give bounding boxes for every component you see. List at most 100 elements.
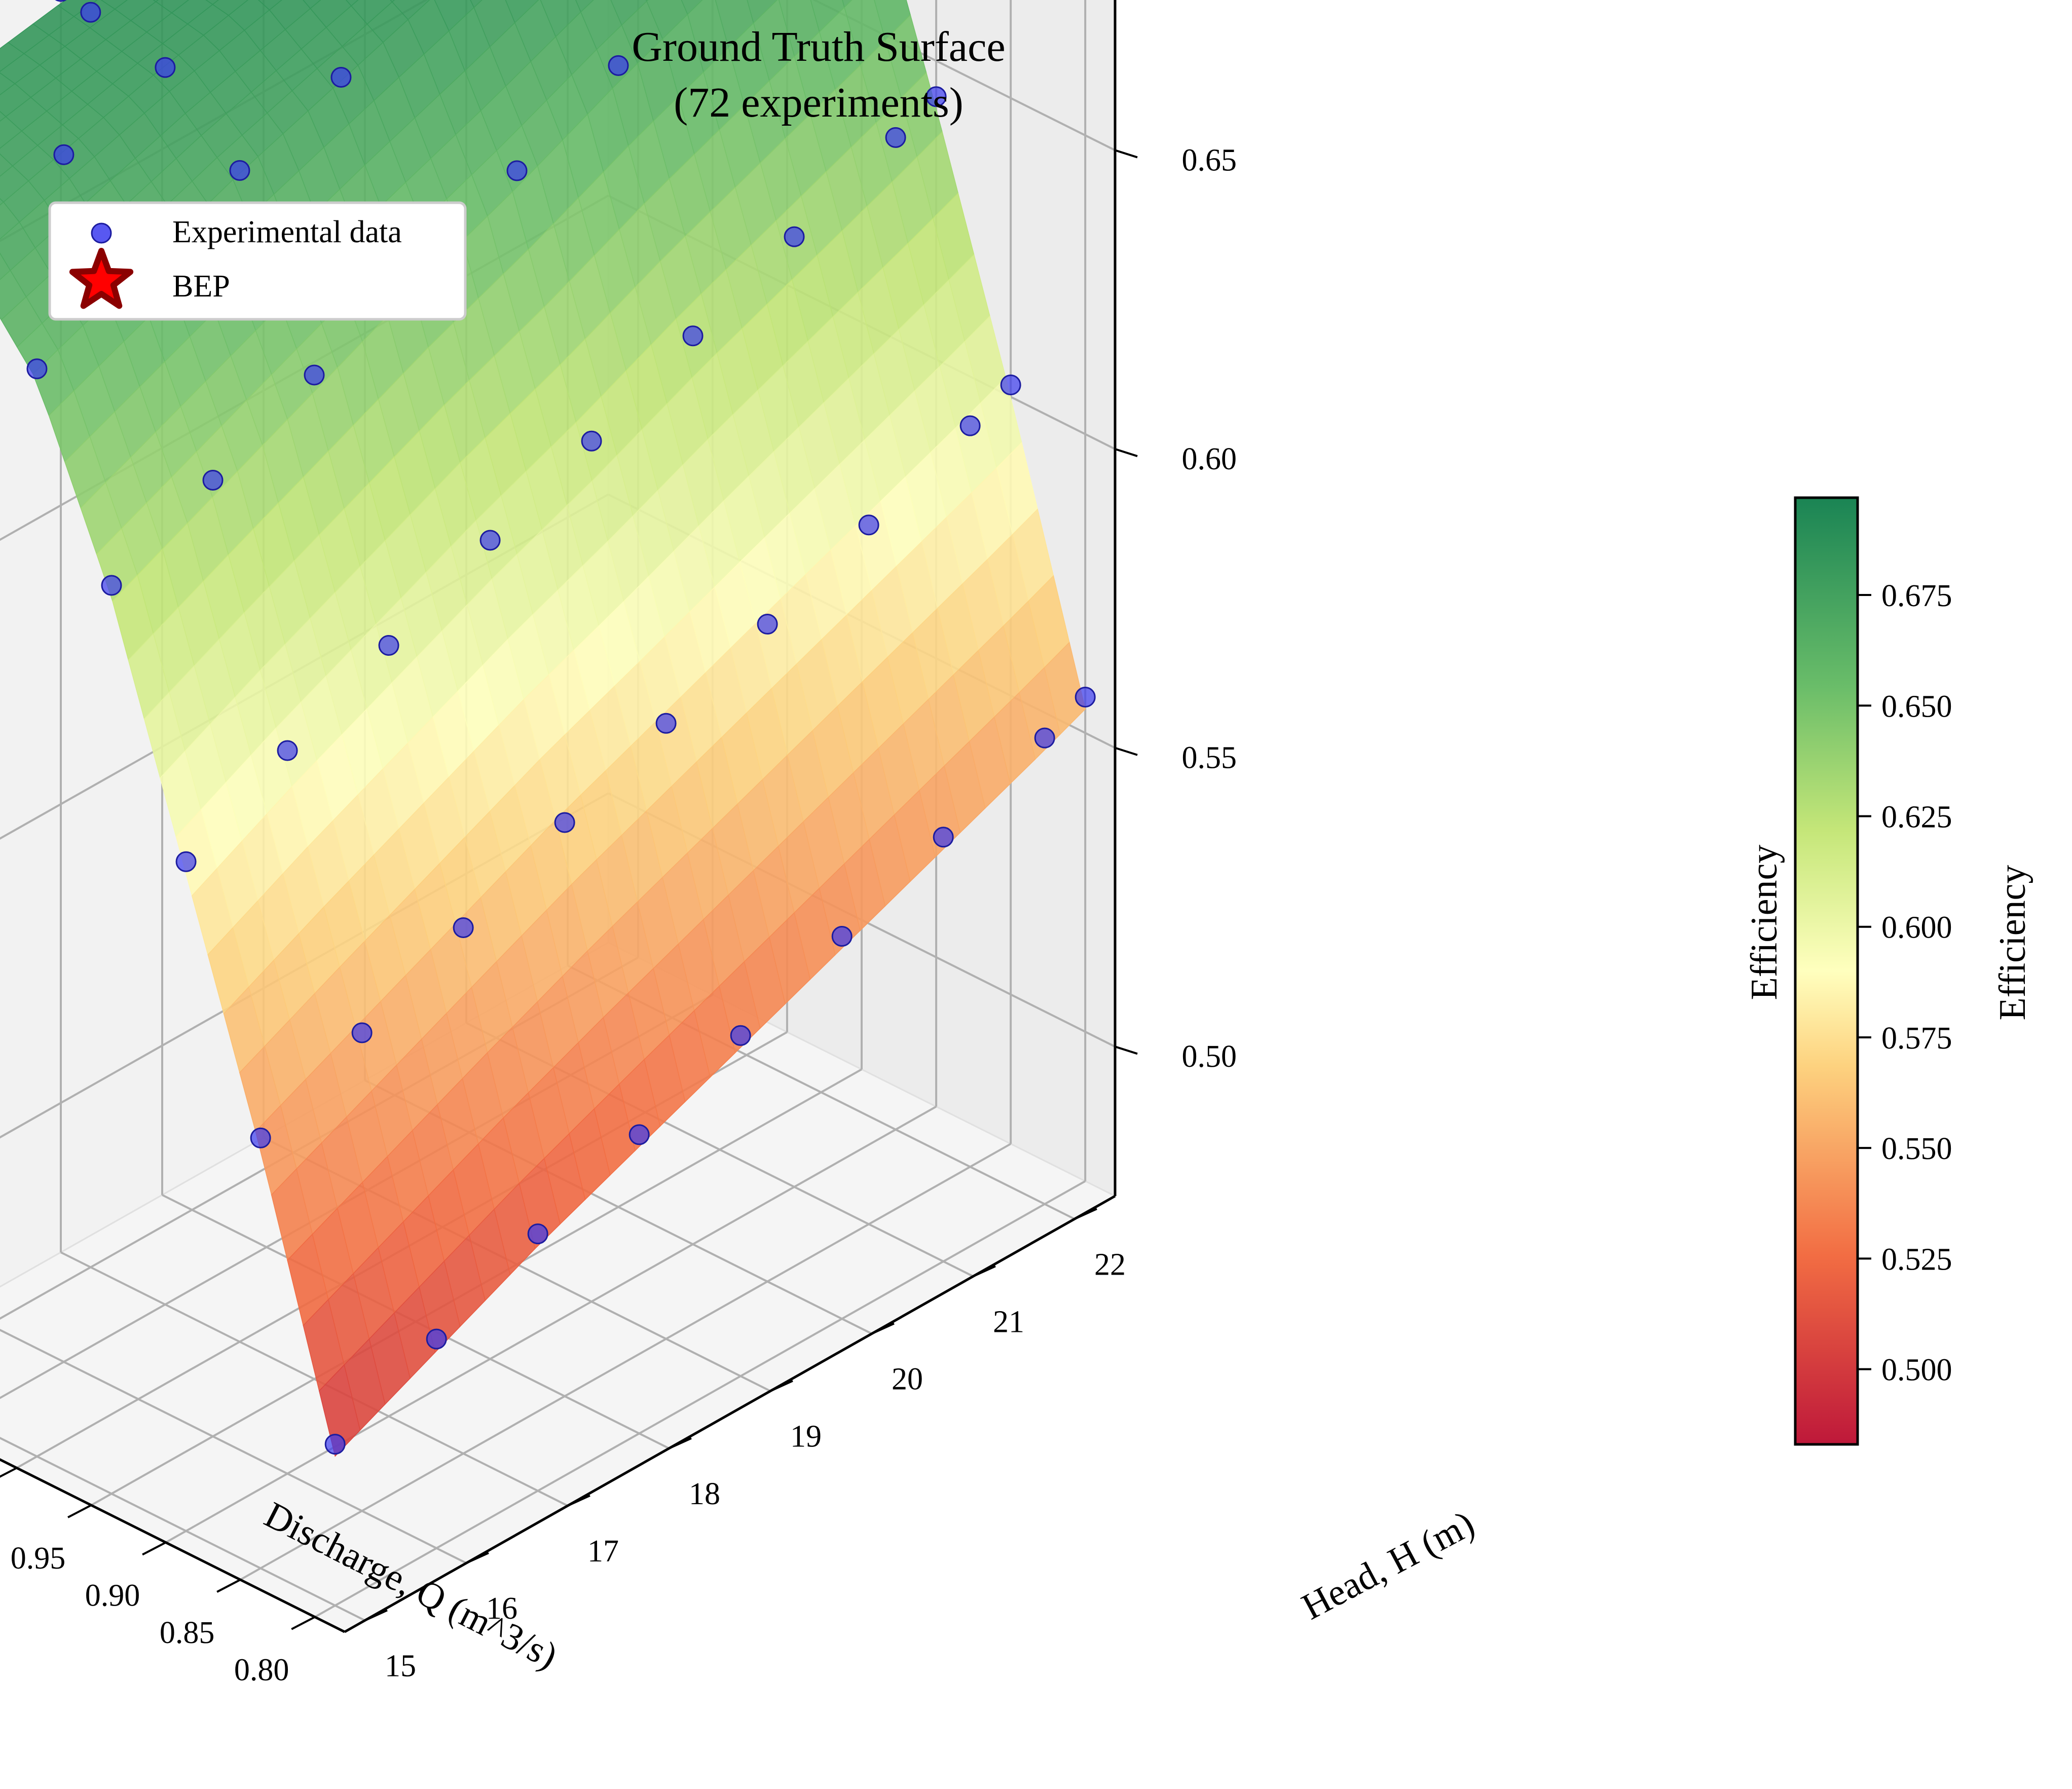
grid-line <box>60 1251 568 1507</box>
experimental-point <box>155 57 176 78</box>
axis-lines <box>0 0 1138 1633</box>
y-tick-mark <box>770 1380 793 1392</box>
experimental-point <box>757 614 778 635</box>
z-tick-mark <box>1115 747 1138 756</box>
z-tick-label: 0.50 <box>1182 1039 1237 1074</box>
legend-box <box>48 201 467 321</box>
colorbar-tick-label: 0.575 <box>1881 1021 1952 1056</box>
experimental-point <box>655 713 677 734</box>
experimental-point <box>858 514 879 536</box>
experimental-point <box>730 1025 751 1046</box>
surface-cell <box>681 0 703 15</box>
colorbar-label: Efficiency <box>1992 865 2033 1021</box>
experimental-point <box>926 86 947 107</box>
experimental-point <box>101 575 122 596</box>
y-tick-label: 21 <box>993 1305 1024 1339</box>
surface-cell <box>205 0 219 5</box>
colorbar-tick-label: 0.650 <box>1881 689 1952 724</box>
chart-subtitle: (72 experiments) <box>674 79 963 126</box>
y-tick-label: 17 <box>587 1534 619 1569</box>
experimental-point <box>628 1124 650 1145</box>
surface-cell <box>257 0 282 11</box>
surface-cell <box>0 110 7 122</box>
experimental-point <box>1000 375 1021 396</box>
experimental-point <box>831 926 853 947</box>
z-tick-label: 0.60 <box>1182 442 1237 476</box>
colorbar-tick-label: 0.525 <box>1881 1242 1952 1277</box>
experimental-point <box>933 827 954 848</box>
y-tick-mark <box>567 1495 590 1507</box>
x-tick-mark <box>291 1616 316 1630</box>
experimental-point <box>426 1328 447 1350</box>
surface-cell <box>303 0 321 9</box>
experimental-point <box>55 0 67 2</box>
y-axis-label: Head, H (m) <box>1295 1503 1481 1628</box>
grid-line <box>0 1437 365 1622</box>
surface-cell <box>345 0 359 7</box>
experimental-point <box>581 430 602 452</box>
colorbar-tick-label: 0.500 <box>1881 1353 1952 1388</box>
experimental-point <box>351 1022 373 1043</box>
grid-line <box>0 1328 467 1564</box>
experimental-point <box>885 127 906 148</box>
experimental-point <box>378 635 399 656</box>
x-tick-label: 0.95 <box>11 1541 66 1576</box>
x-tick-label: 0.80 <box>234 1653 289 1688</box>
experimental-point <box>1075 686 1096 707</box>
legend-label-experimental: Experimental data <box>172 215 402 249</box>
surface-cell <box>0 198 5 206</box>
colorbar-tick-label: 0.550 <box>1881 1132 1952 1166</box>
grid-line <box>165 1105 937 1544</box>
chart-title: Ground Truth Surface <box>632 23 1005 70</box>
colorbar-tick-label: 0.625 <box>1881 800 1952 834</box>
legend-point-marker <box>91 222 112 244</box>
y-tick-label: 22 <box>1094 1247 1126 1282</box>
colorbar: 0.500 0.525 0.550 0.575 0.600 0.625 0.650 0.675… <box>1794 496 2033 1446</box>
experimental-point <box>506 160 528 181</box>
experimental-point <box>26 358 48 380</box>
experimental-point <box>554 812 575 833</box>
y-tick-mark <box>1074 1208 1097 1220</box>
y-tick-label: 15 <box>385 1649 416 1683</box>
experimental-point <box>324 1434 346 1455</box>
experimental-point <box>53 144 75 165</box>
y-tick-mark <box>871 1322 895 1335</box>
colorbar-body <box>1794 496 1859 1446</box>
y-tick-label: 16 <box>486 1591 517 1626</box>
legend-label-bep: BEP <box>172 269 230 304</box>
experimental-point <box>229 160 250 181</box>
z-tick-label: 0.65 <box>1182 143 1237 177</box>
grid-line <box>314 1180 1086 1618</box>
tick-labels: 0.800.850.900.951.001.051.10151617181920… <box>11 143 1237 1688</box>
z-tick-mark <box>1115 149 1138 159</box>
colorbar-ticks: 0.500 0.525 0.550 0.575 0.600 0.625 0.650 0.675 <box>1858 579 1952 1388</box>
experimental-point <box>479 530 501 551</box>
grid-line <box>240 1143 1012 1581</box>
experimental-point <box>527 1223 548 1245</box>
experimental-point <box>682 325 704 347</box>
y-tick-label: 19 <box>790 1420 822 1454</box>
experimental-point <box>453 917 474 938</box>
x-tick-label: 0.90 <box>85 1579 140 1613</box>
x-tick-mark <box>142 1541 166 1556</box>
z-tick-label: 0.55 <box>1182 741 1237 775</box>
legend-star-marker <box>69 248 134 309</box>
experimental-point <box>608 55 629 76</box>
experimental-point <box>304 364 325 386</box>
colorbar-tick-label: 0.675 <box>1881 579 1952 613</box>
x-tick-mark <box>67 1504 92 1518</box>
surface-cell <box>470 0 483 9</box>
x-tick-label: 0.85 <box>160 1616 215 1650</box>
experimental-point <box>175 851 197 872</box>
experimental-point <box>202 470 224 491</box>
z-tick-mark <box>1115 1046 1138 1055</box>
x-tick-mark <box>216 1579 241 1593</box>
y-tick-mark <box>466 1552 489 1564</box>
experimental-point <box>330 66 352 88</box>
experimental-point <box>784 226 805 247</box>
y-tick-mark <box>669 1437 692 1449</box>
x-tick-mark <box>0 1467 17 1478</box>
surface-cell <box>100 0 128 10</box>
y-tick-label: 20 <box>892 1362 923 1397</box>
z-axis-label: Efficiency <box>1744 845 1785 1000</box>
